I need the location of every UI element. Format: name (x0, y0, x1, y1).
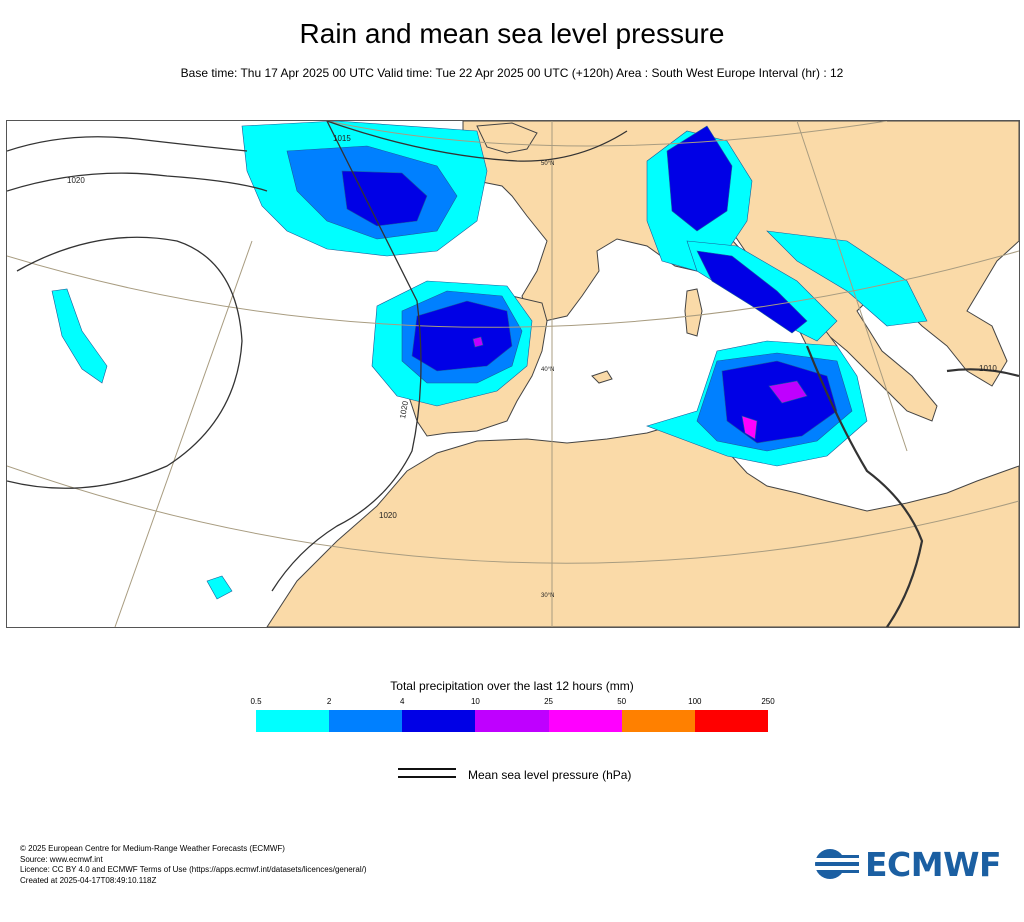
mslp-legend-label: Mean sea level pressure (hPa) (468, 768, 632, 782)
map-labels: 1020 1015 1020 1020 1010 50°N 40°N 30°N (67, 134, 997, 599)
precip-layer (51, 121, 928, 600)
legend-swatch (475, 710, 549, 732)
map-canvas: 1020 1015 1020 1020 1010 50°N 40°N 30°N (7, 121, 1019, 627)
legend-swatch (621, 710, 695, 732)
isobar-1020-iberia (271, 121, 422, 592)
credits: © 2025 European Centre for Medium-Range … (20, 844, 367, 886)
precip-iberia-peak (472, 336, 484, 348)
graticule-30n (7, 465, 1019, 564)
precip-italy-mid (696, 250, 808, 334)
precip-legend-title: Total precipitation over the last 12 hou… (390, 679, 634, 693)
legend-label: 100 (688, 697, 702, 706)
isobar-label-5: 1010 (979, 364, 997, 373)
isobar-label-3: 1020 (398, 400, 410, 420)
ecmwf-logo: ECMWF (813, 844, 1002, 884)
isobar-1020-north (7, 136, 248, 152)
land-britain (476, 122, 538, 154)
legend-swatch (256, 710, 330, 732)
legend-label: 0.5 (250, 697, 262, 706)
precip-medit-peak1 (741, 415, 758, 440)
ecmwf-logo-text: ECMWF (865, 844, 1002, 884)
legend-label: 25 (544, 697, 553, 706)
precip-atlantic-heavy (341, 170, 428, 227)
graticule-40n (7, 250, 1019, 328)
graticule-merid-e (796, 121, 908, 452)
legend-swatch (548, 710, 622, 732)
legend-label: 10 (470, 697, 480, 706)
legend-swatch (402, 710, 476, 732)
lat-label-50n: 50°N (541, 161, 554, 167)
legend-label: 2 (326, 697, 332, 706)
graticule-50n (326, 121, 888, 147)
lat-label-40n: 40°N (541, 367, 554, 373)
precip-iberia-heavy (411, 300, 513, 372)
isobar-label-2: 1015 (333, 134, 351, 143)
isobar-1020-south (7, 172, 268, 192)
chart-subtitle: Base time: Thu 17 Apr 2025 00 UTC Valid … (180, 66, 844, 80)
legend-label: 4 (400, 697, 405, 706)
ecmwf-logo-icon (815, 849, 859, 879)
precip-medit-peak2 (768, 380, 808, 404)
legend-label: 250 (761, 697, 775, 706)
land-balearics (591, 370, 613, 384)
isobar-1010-balkan (946, 368, 1019, 378)
isobar-label-4: 1020 (379, 511, 397, 520)
precip-azores (51, 288, 108, 384)
graticule-merid-w2 (114, 240, 253, 627)
map-panel: 1020 1015 1020 1020 1010 50°N 40°N 30°N (6, 120, 1020, 628)
mslp-legend-line (398, 768, 456, 778)
land-africa (266, 420, 1019, 627)
credit-line: Source: www.ecmwf.int (20, 854, 103, 864)
lat-label-30n: 30°N (541, 593, 554, 599)
precip-alps-heavy (666, 125, 733, 232)
isobar-label-1: 1020 (67, 176, 85, 185)
isobar-1010-east (805, 345, 924, 627)
credit-line: Created at 2025-04-17T08:49:10.118Z (20, 875, 157, 885)
precip-legend-labels: 0.5 2 4 10 25 50 100 250 (250, 697, 774, 709)
precip-canary (206, 575, 233, 600)
precip-legend-bar (256, 710, 768, 732)
isobar-1015 (326, 121, 628, 162)
precip-balkan-light (766, 230, 928, 327)
land-sardinia (684, 288, 703, 337)
legend-swatch (694, 710, 768, 732)
chart-title: Rain and mean sea level pressure (299, 18, 725, 49)
isobars (7, 121, 1019, 627)
legend-swatch (329, 710, 403, 732)
credit-line: Licence: CC BY 4.0 and ECMWF Terms of Us… (20, 865, 367, 874)
legend-label: 50 (617, 697, 627, 706)
credit-line: © 2025 European Centre for Medium-Range … (20, 844, 285, 853)
graticule (7, 121, 1019, 627)
isobar-1020-west (7, 236, 243, 489)
